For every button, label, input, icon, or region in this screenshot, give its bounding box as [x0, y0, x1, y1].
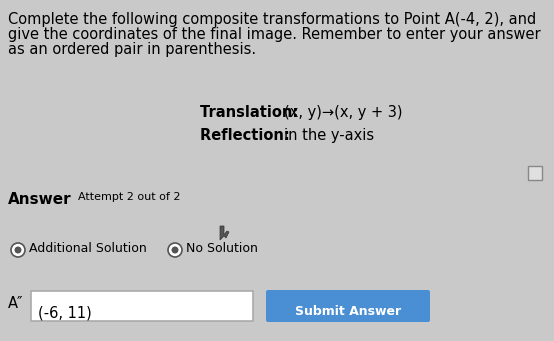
Text: Translation:: Translation: — [200, 105, 304, 120]
Text: Reflection:: Reflection: — [200, 128, 295, 143]
FancyBboxPatch shape — [31, 291, 253, 321]
Text: No Solution: No Solution — [186, 242, 258, 255]
Circle shape — [168, 243, 182, 257]
Text: Attempt 2 out of 2: Attempt 2 out of 2 — [78, 192, 181, 202]
Text: Additional Solution: Additional Solution — [29, 242, 147, 255]
Circle shape — [14, 247, 22, 253]
Text: Submit Answer: Submit Answer — [295, 305, 401, 318]
Circle shape — [11, 243, 25, 257]
Text: give the coordinates of the final image. Remember to enter your answer: give the coordinates of the final image.… — [8, 27, 541, 42]
Text: in the y-axis: in the y-axis — [284, 128, 374, 143]
Text: (x, y)→(x, y + 3): (x, y)→(x, y + 3) — [284, 105, 403, 120]
FancyBboxPatch shape — [528, 166, 542, 180]
Circle shape — [172, 247, 178, 253]
Text: (-6, 11): (-6, 11) — [38, 305, 92, 320]
FancyBboxPatch shape — [266, 290, 430, 322]
Text: A″: A″ — [8, 296, 23, 311]
Text: as an ordered pair in parenthesis.: as an ordered pair in parenthesis. — [8, 42, 256, 57]
Polygon shape — [220, 226, 229, 240]
Text: Complete the following composite transformations to Point A(-4, 2), and: Complete the following composite transfo… — [8, 12, 536, 27]
Text: Answer: Answer — [8, 192, 71, 207]
